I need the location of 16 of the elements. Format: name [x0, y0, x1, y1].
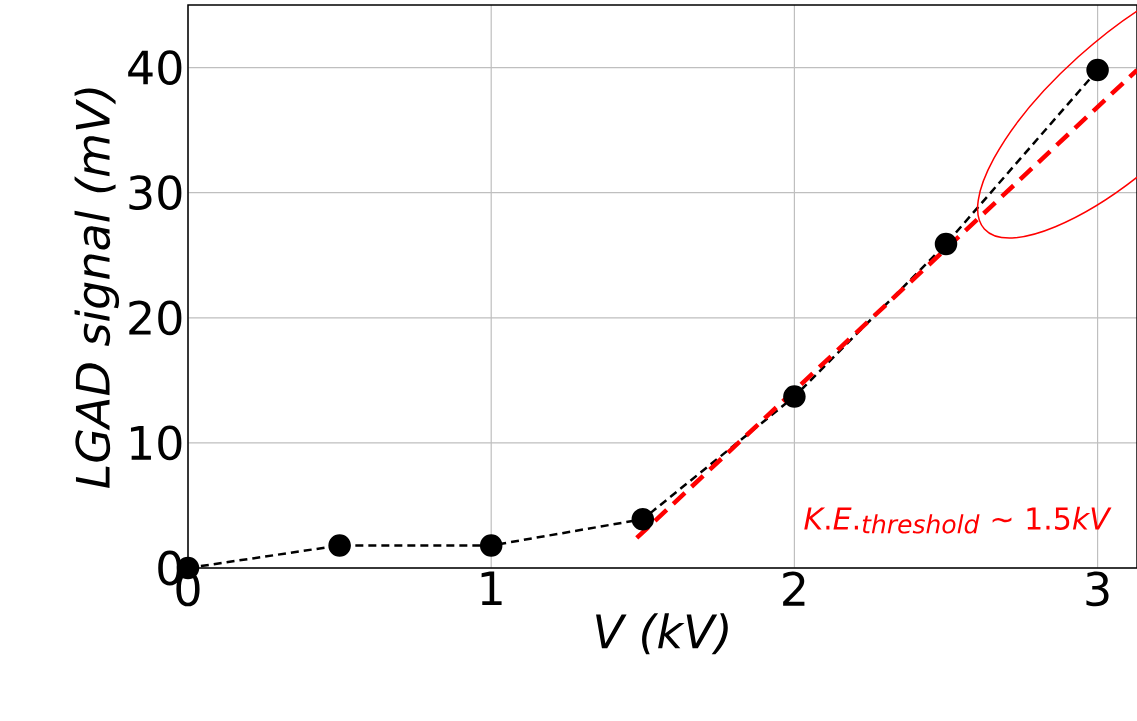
y-tick-label: 10	[130, 425, 182, 461]
y-tick-label: 30	[129, 175, 182, 211]
point	[631, 507, 655, 531]
x-tick-label: 1	[481, 571, 502, 606]
annotation: $K.E._{threshold}\ \mbox{\textasciitilde}\ \mbox{1.5}kV$	[804, 506, 1112, 534]
point	[934, 232, 958, 256]
y-tick-label: 40	[128, 50, 182, 85]
point	[479, 534, 503, 557]
x-axis-title: V (kV)	[596, 613, 728, 655]
x-tick-label: 2	[783, 571, 805, 606]
y-axis-title: LGAD signal (mV)	[74, 88, 120, 489]
point	[783, 385, 806, 408]
point	[328, 534, 351, 557]
point	[1086, 58, 1109, 82]
x-tick-label: 3	[1086, 571, 1109, 607]
y-tick-label: 20	[129, 300, 182, 336]
